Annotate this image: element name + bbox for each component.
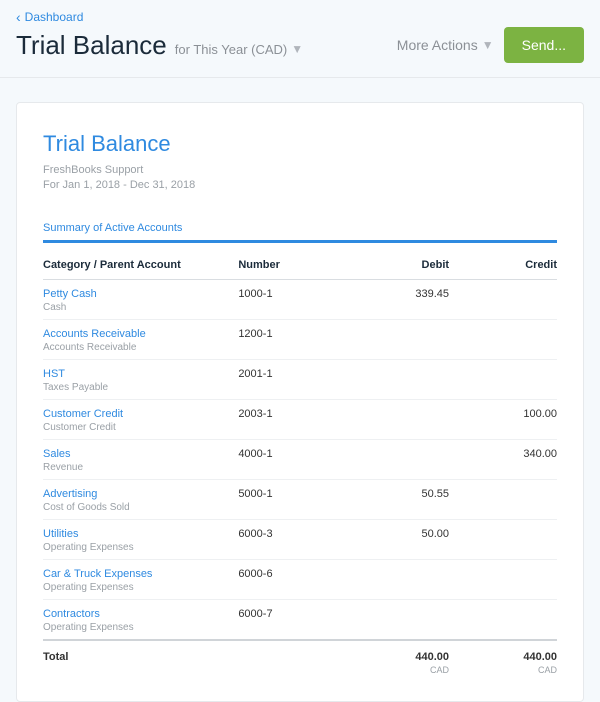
report-subheader: FreshBooks Support For Jan 1, 2018 - Dec… (43, 163, 557, 194)
debit-value: 339.45 (341, 279, 449, 319)
account-link[interactable]: Petty Cash (43, 288, 238, 300)
debit-value (341, 439, 449, 479)
account-number: 2003-1 (238, 399, 341, 439)
table-row: Petty Cash Cash1000-1339.45 (43, 279, 557, 319)
total-label: Total (43, 640, 238, 681)
total-debit: 440.00 CAD (341, 640, 449, 681)
account-number: 1200-1 (238, 319, 341, 359)
account-parent: Revenue (43, 462, 238, 473)
send-button[interactable]: Send... (504, 27, 584, 63)
table-row: Accounts Receivable Accounts Receivable12… (43, 319, 557, 359)
account-link[interactable]: HST (43, 368, 238, 380)
account-parent: Taxes Payable (43, 382, 238, 393)
table-row: HST Taxes Payable2001-1 (43, 359, 557, 399)
report-org: FreshBooks Support (43, 163, 557, 178)
col-category: Category / Parent Account (43, 249, 238, 280)
trial-balance-table: Category / Parent Account Number Debit C… (43, 249, 557, 681)
report-title: Trial Balance (43, 131, 557, 157)
account-link[interactable]: Accounts Receivable (43, 328, 238, 340)
account-parent: Operating Expenses (43, 622, 238, 633)
account-parent: Cost of Goods Sold (43, 502, 238, 513)
account-number: 1000-1 (238, 279, 341, 319)
title-right: More Actions ▼ Send... (397, 27, 584, 63)
col-credit: Credit (449, 249, 557, 280)
credit-value (449, 479, 557, 519)
credit-value (449, 319, 557, 359)
table-row: Car & Truck Expenses Operating Expenses60… (43, 559, 557, 599)
more-actions-label: More Actions (397, 37, 478, 53)
debit-value: 50.55 (341, 479, 449, 519)
more-actions-dropdown[interactable]: More Actions ▼ (397, 37, 494, 53)
table-row: Sales Revenue4000-1 340.00 (43, 439, 557, 479)
period-label: for This Year (CAD) (175, 42, 287, 57)
period-selector[interactable]: for This Year (CAD) ▼ (175, 42, 303, 57)
account-link[interactable]: Contractors (43, 608, 238, 620)
credit-value (449, 519, 557, 559)
debit-value (341, 399, 449, 439)
account-link[interactable]: Sales (43, 448, 238, 460)
account-link[interactable]: Advertising (43, 488, 238, 500)
debit-value (341, 359, 449, 399)
account-number: 2001-1 (238, 359, 341, 399)
credit-value: 100.00 (449, 399, 557, 439)
debit-value (341, 319, 449, 359)
account-number: 4000-1 (238, 439, 341, 479)
account-number: 5000-1 (238, 479, 341, 519)
account-parent: Accounts Receivable (43, 342, 238, 353)
col-number: Number (238, 249, 341, 280)
credit-value (449, 599, 557, 640)
title-row: Trial Balance for This Year (CAD) ▼ More… (16, 27, 584, 63)
report-card: Trial Balance FreshBooks Support For Jan… (16, 102, 584, 702)
table-row: Customer Credit Customer Credit2003-1 100.… (43, 399, 557, 439)
col-debit: Debit (341, 249, 449, 280)
account-link[interactable]: Customer Credit (43, 408, 238, 420)
account-parent: Operating Expenses (43, 542, 238, 553)
account-parent: Operating Expenses (43, 582, 238, 593)
chevron-down-icon: ▼ (482, 38, 494, 52)
title-left: Trial Balance for This Year (CAD) ▼ (16, 30, 303, 61)
report-date-range: For Jan 1, 2018 - Dec 31, 2018 (43, 178, 557, 193)
debit-value: 50.00 (341, 519, 449, 559)
account-link[interactable]: Utilities (43, 528, 238, 540)
account-parent: Cash (43, 302, 238, 313)
total-credit: 440.00 CAD (449, 640, 557, 681)
account-link[interactable]: Car & Truck Expenses (43, 568, 238, 580)
table-body: Petty CashCash1000-1339.45Accounts Recei… (43, 279, 557, 640)
page-title: Trial Balance (16, 30, 167, 61)
credit-value (449, 559, 557, 599)
debit-value (341, 559, 449, 599)
report-wrap: Trial Balance FreshBooks Support For Jan… (0, 78, 600, 702)
table-row: Advertising Cost of Goods Sold5000-150.55 (43, 479, 557, 519)
account-number: 6000-7 (238, 599, 341, 640)
credit-value (449, 279, 557, 319)
table-row: Contractors Operating Expenses6000-7 (43, 599, 557, 640)
table-header-row: Category / Parent Account Number Debit C… (43, 249, 557, 280)
table-row: Utilities Operating Expenses6000-350.00 (43, 519, 557, 559)
back-label: Dashboard (25, 10, 84, 24)
debit-value (341, 599, 449, 640)
credit-value: 340.00 (449, 439, 557, 479)
totals-row: Total 440.00 CAD 440.00 CAD (43, 640, 557, 681)
credit-value (449, 359, 557, 399)
chevron-down-icon: ▼ (291, 42, 303, 56)
topbar: ‹ Dashboard Trial Balance for This Year … (0, 0, 600, 78)
chevron-left-icon: ‹ (16, 10, 21, 24)
summary-label: Summary of Active Accounts (43, 222, 557, 243)
account-parent: Customer Credit (43, 422, 238, 433)
back-link[interactable]: ‹ Dashboard (16, 10, 83, 24)
account-number: 6000-6 (238, 559, 341, 599)
account-number: 6000-3 (238, 519, 341, 559)
